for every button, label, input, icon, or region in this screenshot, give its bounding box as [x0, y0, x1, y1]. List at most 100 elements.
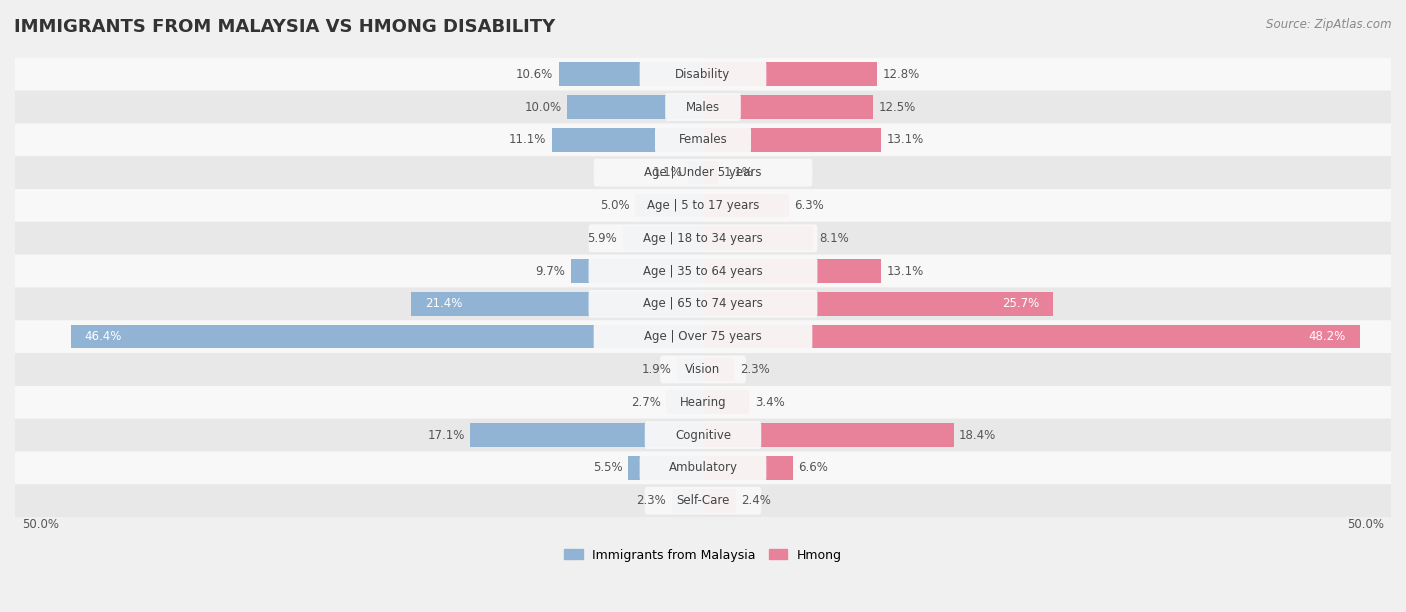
Bar — [703, 390, 749, 414]
Bar — [623, 226, 703, 250]
FancyBboxPatch shape — [15, 58, 1391, 91]
Bar — [703, 489, 735, 512]
Text: 5.5%: 5.5% — [593, 461, 623, 474]
Text: Females: Females — [679, 133, 727, 146]
Text: 21.4%: 21.4% — [425, 297, 463, 310]
Bar — [636, 193, 703, 217]
Legend: Immigrants from Malaysia, Hmong: Immigrants from Malaysia, Hmong — [558, 543, 848, 567]
Bar — [571, 259, 703, 283]
Text: 50.0%: 50.0% — [22, 518, 59, 531]
FancyBboxPatch shape — [593, 192, 813, 219]
Text: 6.3%: 6.3% — [794, 199, 824, 212]
Text: 3.4%: 3.4% — [755, 396, 785, 409]
Bar — [703, 62, 877, 86]
FancyBboxPatch shape — [15, 386, 1391, 419]
FancyBboxPatch shape — [640, 454, 766, 482]
Text: 50.0%: 50.0% — [1347, 518, 1384, 531]
Bar — [703, 161, 718, 184]
Text: Males: Males — [686, 100, 720, 114]
Bar — [703, 226, 813, 250]
Bar — [551, 128, 703, 152]
Text: 2.4%: 2.4% — [741, 494, 770, 507]
FancyBboxPatch shape — [589, 257, 817, 285]
Bar — [558, 62, 703, 86]
Text: 5.0%: 5.0% — [600, 199, 630, 212]
Text: 25.7%: 25.7% — [1002, 297, 1039, 310]
FancyBboxPatch shape — [659, 356, 747, 383]
Bar — [703, 95, 873, 119]
FancyBboxPatch shape — [589, 290, 817, 318]
Bar — [703, 357, 734, 381]
FancyBboxPatch shape — [15, 189, 1391, 222]
Text: Source: ZipAtlas.com: Source: ZipAtlas.com — [1267, 18, 1392, 31]
FancyBboxPatch shape — [593, 323, 813, 351]
Bar — [70, 325, 703, 348]
Text: 17.1%: 17.1% — [427, 428, 464, 442]
FancyBboxPatch shape — [15, 452, 1391, 484]
Text: 1.1%: 1.1% — [724, 166, 754, 179]
FancyBboxPatch shape — [15, 124, 1391, 156]
Text: 48.2%: 48.2% — [1309, 330, 1346, 343]
Bar — [703, 128, 882, 152]
FancyBboxPatch shape — [655, 126, 751, 154]
Bar — [628, 456, 703, 480]
Text: 13.1%: 13.1% — [887, 133, 924, 146]
Text: 2.7%: 2.7% — [631, 396, 661, 409]
FancyBboxPatch shape — [645, 421, 761, 449]
Text: Age | 35 to 64 years: Age | 35 to 64 years — [643, 264, 763, 278]
FancyBboxPatch shape — [15, 288, 1391, 320]
FancyBboxPatch shape — [589, 225, 817, 252]
FancyBboxPatch shape — [593, 159, 813, 187]
FancyBboxPatch shape — [15, 91, 1391, 124]
Text: Self-Care: Self-Care — [676, 494, 730, 507]
Bar — [703, 424, 953, 447]
Bar — [703, 456, 793, 480]
Text: Age | 65 to 74 years: Age | 65 to 74 years — [643, 297, 763, 310]
Bar — [703, 325, 1360, 348]
FancyBboxPatch shape — [15, 353, 1391, 386]
Text: 12.8%: 12.8% — [883, 68, 920, 81]
FancyBboxPatch shape — [15, 156, 1391, 189]
Text: 11.1%: 11.1% — [509, 133, 547, 146]
Bar — [567, 95, 703, 119]
Text: 9.7%: 9.7% — [536, 264, 565, 278]
Text: 12.5%: 12.5% — [879, 100, 915, 114]
Bar — [666, 390, 703, 414]
Bar — [678, 357, 703, 381]
Bar — [703, 292, 1053, 316]
FancyBboxPatch shape — [640, 61, 766, 88]
Text: Hearing: Hearing — [679, 396, 727, 409]
Bar — [672, 489, 703, 512]
Text: 2.3%: 2.3% — [637, 494, 666, 507]
FancyBboxPatch shape — [15, 419, 1391, 452]
Text: 2.3%: 2.3% — [740, 363, 769, 376]
Text: Vision: Vision — [685, 363, 721, 376]
Text: IMMIGRANTS FROM MALAYSIA VS HMONG DISABILITY: IMMIGRANTS FROM MALAYSIA VS HMONG DISABI… — [14, 18, 555, 36]
Text: Age | Over 75 years: Age | Over 75 years — [644, 330, 762, 343]
Text: 1.9%: 1.9% — [641, 363, 672, 376]
Text: Disability: Disability — [675, 68, 731, 81]
FancyBboxPatch shape — [15, 255, 1391, 288]
Bar — [688, 161, 703, 184]
Text: Cognitive: Cognitive — [675, 428, 731, 442]
Text: Age | Under 5 years: Age | Under 5 years — [644, 166, 762, 179]
Bar — [703, 259, 882, 283]
Text: 10.6%: 10.6% — [516, 68, 553, 81]
FancyBboxPatch shape — [645, 487, 761, 515]
Text: 5.9%: 5.9% — [588, 232, 617, 245]
FancyBboxPatch shape — [15, 484, 1391, 517]
Text: Age | 5 to 17 years: Age | 5 to 17 years — [647, 199, 759, 212]
Text: Ambulatory: Ambulatory — [668, 461, 738, 474]
Text: Age | 18 to 34 years: Age | 18 to 34 years — [643, 232, 763, 245]
Text: 13.1%: 13.1% — [887, 264, 924, 278]
Text: 6.6%: 6.6% — [799, 461, 828, 474]
Text: 1.1%: 1.1% — [652, 166, 682, 179]
FancyBboxPatch shape — [15, 222, 1391, 255]
Text: 46.4%: 46.4% — [84, 330, 122, 343]
Text: 18.4%: 18.4% — [959, 428, 997, 442]
Text: 8.1%: 8.1% — [818, 232, 849, 245]
Text: 10.0%: 10.0% — [524, 100, 561, 114]
Bar — [412, 292, 703, 316]
FancyBboxPatch shape — [15, 320, 1391, 353]
Bar — [703, 193, 789, 217]
